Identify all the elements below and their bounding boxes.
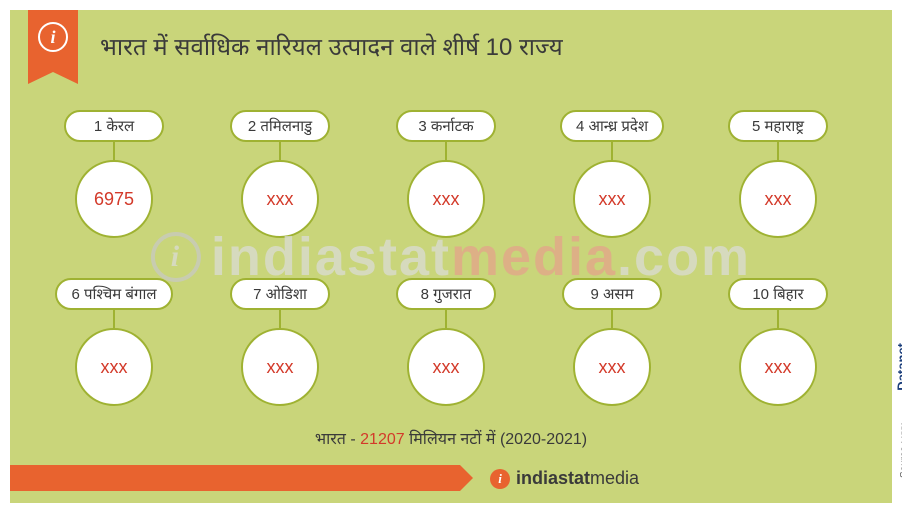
state-label-pill: 10 बिहार: [728, 278, 828, 310]
state-label-pill: 2 तमिलनाडु: [230, 110, 330, 142]
footer-unit: मिलियन नटों में (2020-2021): [405, 431, 587, 448]
info-icon: i: [38, 22, 68, 52]
footer-total: 21207: [360, 431, 405, 448]
state-item: 2 तमिलनाडु xxx: [206, 110, 354, 238]
state-value-circle: xxx: [573, 160, 651, 238]
state-value-circle: xxx: [241, 160, 319, 238]
connector-line: [113, 142, 115, 160]
footer-summary: भारत - 21207 मिलियन नटों में (2020-2021): [10, 427, 892, 449]
brand-text-post: media: [590, 468, 639, 488]
infographic-background: i भारत में सर्वाधिक नारियल उत्पादन वाले …: [10, 10, 892, 503]
state-value-circle: xxx: [407, 160, 485, 238]
connector-line: [445, 142, 447, 160]
state-label-pill: 1 केरल: [64, 110, 164, 142]
state-item: 3 कर्नाटक xxx: [372, 110, 520, 238]
state-value-circle: 6975: [75, 160, 153, 238]
connector-line: [777, 142, 779, 160]
state-label-pill: 9 असम: [562, 278, 662, 310]
footer-sep: -: [346, 431, 360, 448]
state-label-pill: 3 कर्नाटक: [396, 110, 496, 142]
connector-line: [445, 310, 447, 328]
state-value-circle: xxx: [407, 328, 485, 406]
state-item: 7 ओडिशा xxx: [206, 278, 354, 406]
brand-text-pre: indiastat: [516, 468, 590, 488]
state-item: 10 बिहार xxx: [704, 278, 852, 406]
state-label-pill: 8 गुजरात: [396, 278, 496, 310]
state-item: 6 पश्चिम बंगाल xxx: [40, 278, 188, 406]
state-label-pill: 6 पश्चिम बंगाल: [55, 278, 172, 310]
state-value-circle: xxx: [573, 328, 651, 406]
state-value-circle: xxx: [75, 328, 153, 406]
states-grid: 1 केरल69752 तमिलनाडुxxx3 कर्नाटकxxx4 आन्…: [40, 110, 852, 406]
state-item: 5 महाराष्ट्र xxx: [704, 110, 852, 238]
state-value-circle: xxx: [739, 160, 817, 238]
connector-line: [611, 142, 613, 160]
infographic-frame: i भारत में सर्वाधिक नारियल उत्पादन वाले …: [0, 0, 902, 513]
state-item: 4 आन्ध्र प्रदेश xxx: [538, 110, 686, 238]
datanet-label: Datanet: [895, 343, 902, 391]
state-item: 8 गुजरात xxx: [372, 278, 520, 406]
connector-line: [113, 310, 115, 328]
state-label-pill: 4 आन्ध्र प्रदेश: [560, 110, 664, 142]
connector-line: [279, 142, 281, 160]
connector-line: [611, 310, 613, 328]
brand-logo: i indiastatmedia: [490, 468, 639, 489]
state-label-pill: 7 ओडिशा: [230, 278, 330, 310]
footer-bar: [10, 465, 460, 491]
connector-line: [777, 310, 779, 328]
page-title: भारत में सर्वाधिक नारियल उत्पादन वाले शी…: [100, 30, 872, 63]
state-label-pill: 5 महाराष्ट्र: [728, 110, 828, 142]
footer-country: भारत: [315, 431, 346, 448]
state-item: 1 केरल 6975: [40, 110, 188, 238]
state-value-circle: xxx: [241, 328, 319, 406]
state-item: 9 असम xxx: [538, 278, 686, 406]
connector-line: [279, 310, 281, 328]
brand-info-icon: i: [490, 469, 510, 489]
state-value-circle: xxx: [739, 328, 817, 406]
